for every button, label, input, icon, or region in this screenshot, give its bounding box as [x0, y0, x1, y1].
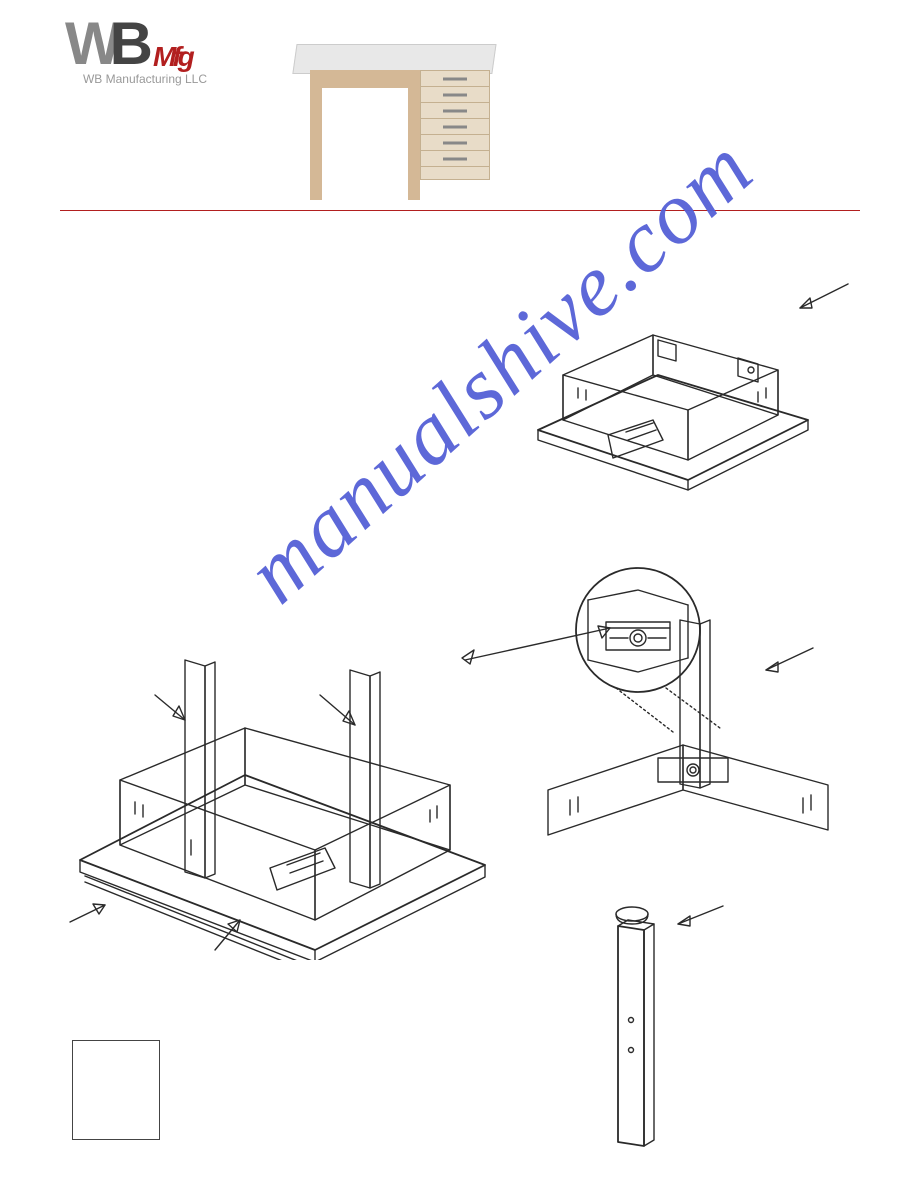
corner-bracket-icon	[658, 340, 676, 361]
diagram-apron-frame	[508, 280, 828, 500]
photo-legs	[310, 70, 420, 200]
photo-drawer	[421, 71, 489, 87]
leg-right-icon	[350, 670, 380, 888]
arrow-icon	[758, 640, 818, 680]
logo-mfg: Mfg	[153, 46, 191, 68]
arrow-icon	[70, 904, 105, 922]
wb-logo: WBMfg WB Manufacturing LLC	[65, 20, 230, 86]
foot-glide-icon	[616, 907, 648, 924]
photo-drawer	[421, 119, 489, 135]
diagram-corner-detail	[508, 560, 848, 840]
diagram-legs-into-frame	[65, 650, 495, 960]
corner-bracket-icon	[738, 358, 758, 382]
wb-logo-mark: WBMfg	[65, 20, 230, 68]
product-photo	[295, 40, 495, 205]
photo-body	[310, 70, 480, 200]
arrow-icon	[788, 278, 858, 318]
arrow-icon	[155, 695, 185, 720]
diagram-leg-glide	[558, 900, 708, 1150]
photo-drawer-unit	[420, 70, 490, 180]
logo-letter-b: B	[110, 10, 149, 77]
arrow-icon	[668, 902, 728, 932]
photo-drawer	[421, 87, 489, 103]
photo-drawer	[421, 151, 489, 167]
folding-support-icon	[270, 848, 335, 890]
blank-box	[72, 1040, 160, 1140]
photo-drawer	[421, 135, 489, 151]
photo-drawer	[421, 103, 489, 119]
leg-left-icon	[185, 660, 215, 878]
arrow-icon	[460, 620, 620, 670]
folding-support-icon	[608, 420, 663, 458]
page-header: WBMfg WB Manufacturing LLC	[65, 20, 865, 220]
header-rule	[60, 210, 860, 211]
